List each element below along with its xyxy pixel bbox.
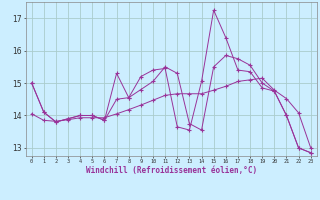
X-axis label: Windchill (Refroidissement éolien,°C): Windchill (Refroidissement éolien,°C): [86, 166, 257, 175]
